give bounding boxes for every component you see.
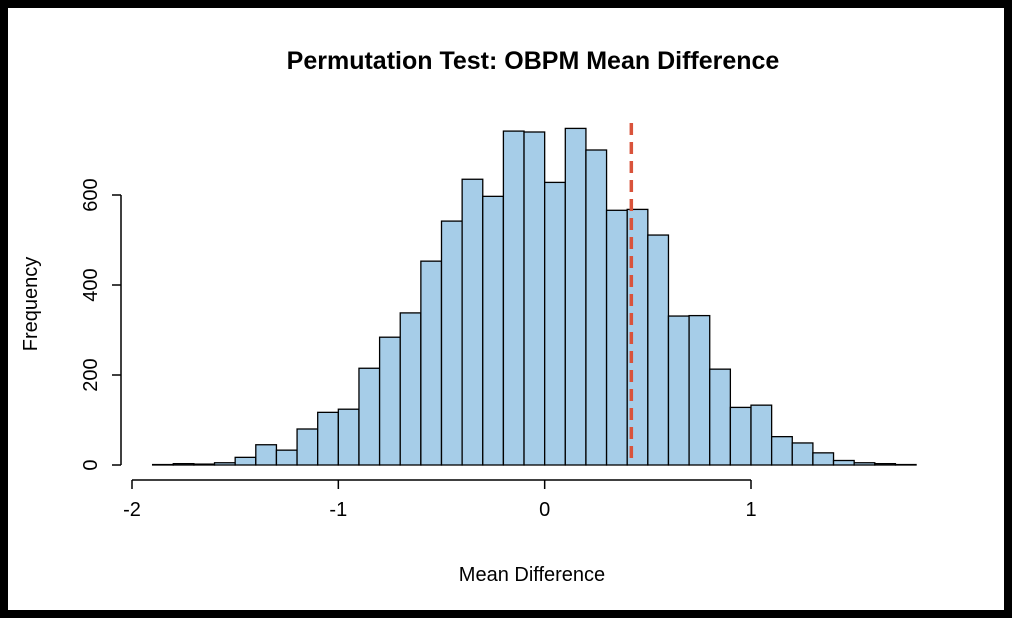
x-tick-label: -2 [123, 499, 141, 521]
x-tick-label: 0 [539, 499, 550, 521]
histogram-bar [523, 131, 546, 466]
chart-title: Permutation Test: OBPM Mean Difference [287, 47, 780, 75]
bars-group [151, 127, 917, 466]
histogram-bar [378, 336, 401, 466]
y-tick-label: 200 [80, 358, 102, 391]
histogram-bar [605, 209, 628, 466]
histogram-bar [729, 406, 752, 466]
histogram-bar [275, 449, 298, 466]
x-tick-label: 1 [745, 499, 756, 521]
histogram-bar [812, 452, 835, 466]
histogram-bar [667, 315, 690, 466]
histogram-bar [296, 428, 319, 466]
histogram-bar [337, 408, 360, 466]
histogram-bar [688, 314, 711, 466]
histogram-bar [791, 442, 814, 466]
histogram-bar [172, 462, 195, 466]
histogram-bar [585, 149, 608, 466]
histogram-bar [770, 435, 793, 466]
x-axis: -2 -1 0 1 [123, 479, 757, 521]
histogram-bar [440, 220, 463, 466]
histogram-bar [750, 404, 773, 466]
histogram-bar [502, 130, 525, 466]
histogram-bar [213, 462, 236, 466]
histogram-bar [255, 444, 278, 466]
x-axis-label: Mean Difference [459, 564, 605, 586]
histogram-bar [399, 312, 422, 466]
y-tick-label: 400 [80, 268, 102, 301]
x-tick-label: -1 [329, 499, 347, 521]
histogram-bar [482, 195, 505, 466]
histogram-bar [461, 178, 484, 466]
y-tick-label: 600 [80, 178, 102, 211]
histogram-bar [234, 456, 257, 466]
y-axis-label: Frequency [20, 257, 42, 352]
histogram-bar [193, 463, 216, 466]
histogram-bar [709, 368, 732, 466]
histogram-bar [420, 260, 443, 466]
plot-frame: Permutation Test: OBPM Mean Difference -… [8, 8, 1004, 610]
y-axis: 0 200 400 600 [80, 178, 122, 471]
histogram-bar [358, 367, 381, 466]
histogram-bar [853, 462, 876, 466]
histogram-bar [647, 234, 670, 466]
histogram-chart: Permutation Test: OBPM Mean Difference -… [20, 47, 917, 586]
histogram-bar [874, 462, 897, 466]
y-tick-label: 0 [80, 459, 102, 470]
histogram-bar [564, 127, 587, 466]
histogram-bar [544, 181, 566, 466]
histogram-bar [832, 459, 855, 466]
histogram-bar [317, 411, 339, 466]
